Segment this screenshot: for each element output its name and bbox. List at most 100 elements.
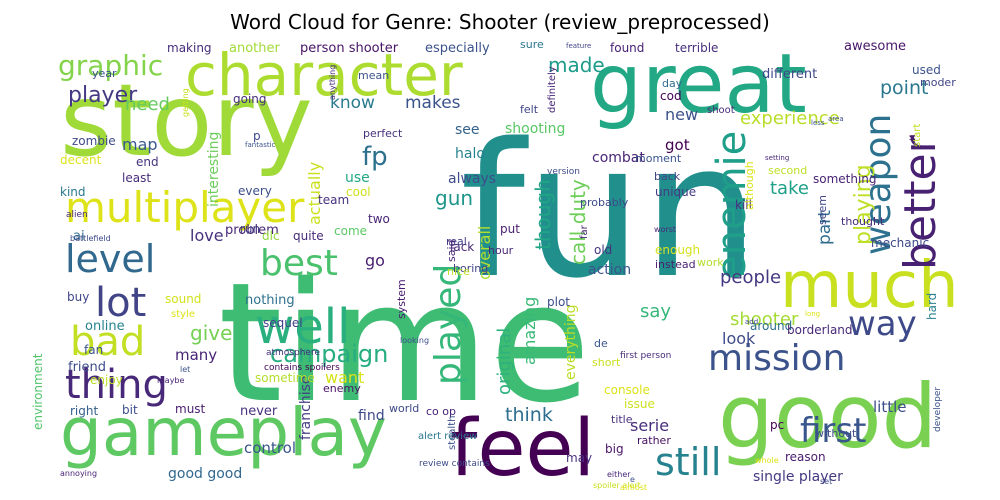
- word-buy: buy: [67, 290, 89, 304]
- word-maybe: maybe: [157, 376, 185, 385]
- word-start: start: [912, 124, 923, 147]
- word-combat: combat: [592, 150, 645, 166]
- word-setting: setting: [765, 154, 789, 162]
- word-looking: looking: [400, 336, 429, 345]
- word-always: always: [448, 171, 496, 187]
- word-without: without: [815, 427, 857, 440]
- word-lack: lack: [450, 240, 474, 254]
- word-makes: makes: [405, 93, 461, 113]
- word-got: got: [665, 136, 690, 154]
- word-plot: plot: [547, 295, 570, 309]
- word-world: world: [389, 402, 419, 415]
- word-issue: issue: [624, 397, 655, 411]
- word-take: take: [770, 178, 809, 199]
- word-rather: rather: [637, 434, 671, 447]
- word-played: played: [428, 264, 469, 385]
- word-enough: enough: [655, 243, 700, 257]
- word-de: de: [594, 337, 608, 350]
- word-p: p: [253, 129, 261, 143]
- word-getting: getting: [181, 88, 190, 117]
- word-halo: halo: [455, 146, 485, 162]
- word-part: part: [815, 210, 835, 245]
- word-gameplay: gameplay: [60, 394, 387, 471]
- word-alert-review: alert review: [418, 431, 477, 442]
- word-look: look: [722, 329, 756, 348]
- word-enemy: enemy: [323, 382, 361, 395]
- word-fp: fp: [362, 142, 388, 172]
- word-weapon: weapon: [858, 114, 899, 255]
- word-second: second: [768, 164, 807, 177]
- word-around: around: [750, 319, 792, 333]
- word-gun: gun: [435, 186, 473, 210]
- word-stealth: stealth: [447, 416, 458, 450]
- word-two: two: [368, 212, 390, 226]
- word-control: control: [244, 439, 296, 457]
- word-whole: whole: [755, 456, 779, 465]
- word-interesting: interesting: [206, 132, 222, 207]
- word-must: must: [175, 402, 206, 416]
- word-shooter: shooter: [730, 309, 799, 330]
- word-moment: moment: [635, 152, 682, 165]
- word-still: still: [655, 440, 721, 484]
- word-much: much: [780, 249, 959, 323]
- word-contains-spoilers: contains spoilers: [264, 363, 340, 373]
- word-either: either: [607, 470, 631, 479]
- word-first-person: first person: [620, 351, 671, 361]
- word-everything: everything: [563, 304, 579, 380]
- word-sure: sure: [520, 38, 544, 51]
- word-quite: quite: [293, 229, 324, 243]
- word-character: character: [185, 41, 463, 109]
- word-many: many: [175, 346, 217, 364]
- word-felt: felt: [520, 103, 539, 116]
- word-map: map: [122, 135, 158, 154]
- word-feature: feature: [566, 42, 591, 50]
- word-sometime: sometime: [255, 371, 315, 385]
- word-battlefield: battlefield: [70, 234, 111, 243]
- word-system: system: [395, 279, 408, 319]
- word-different: different: [762, 67, 817, 82]
- word-action: action: [588, 262, 631, 278]
- word-player: player: [68, 83, 138, 108]
- word-know: know: [330, 93, 375, 113]
- word-used: used: [912, 63, 941, 77]
- word-co-op: co op: [426, 405, 456, 418]
- word-playing: playing: [851, 164, 876, 245]
- word-love: love: [190, 226, 224, 245]
- word-awesome: awesome: [844, 39, 906, 54]
- word-set: set: [820, 477, 832, 486]
- word-least: least: [122, 171, 151, 185]
- word-experience: experience: [740, 108, 840, 129]
- word-want: want: [325, 368, 364, 387]
- word-find: find: [358, 408, 385, 424]
- word-boring: boring: [453, 262, 488, 275]
- word-call-duty: call duty: [566, 179, 590, 265]
- word-borderland: borderland: [787, 323, 853, 337]
- word-developer: developer: [933, 387, 943, 432]
- word-seem: seem: [816, 195, 829, 225]
- word-come: come: [334, 224, 367, 238]
- word-decent: decent: [60, 153, 102, 167]
- word-kind: kind: [60, 185, 86, 199]
- word-probably: probably: [580, 196, 629, 209]
- word-especially: especially: [425, 41, 490, 56]
- word-almost: almost: [620, 483, 647, 492]
- word-definitely: definitely: [547, 66, 558, 113]
- word-story: story: [60, 62, 313, 179]
- word-old: old: [594, 243, 612, 257]
- word-enjoy: enjoy: [90, 373, 123, 387]
- word-style: style: [171, 309, 195, 320]
- word-made: made: [548, 53, 605, 77]
- word-feel: feel: [450, 404, 595, 494]
- word-though: though: [531, 179, 555, 250]
- word-good-good: good good: [168, 466, 242, 482]
- word-going: going: [233, 92, 267, 106]
- word-amazing: amazing: [520, 297, 539, 365]
- word-person-shooter: person shooter: [300, 41, 399, 56]
- word-something: something: [813, 172, 877, 186]
- word-lot: lot: [95, 280, 146, 326]
- word-good: good: [718, 365, 937, 468]
- word-terrible: terrible: [675, 41, 718, 55]
- word-sound: sound: [165, 292, 201, 306]
- word-never: never: [240, 404, 278, 419]
